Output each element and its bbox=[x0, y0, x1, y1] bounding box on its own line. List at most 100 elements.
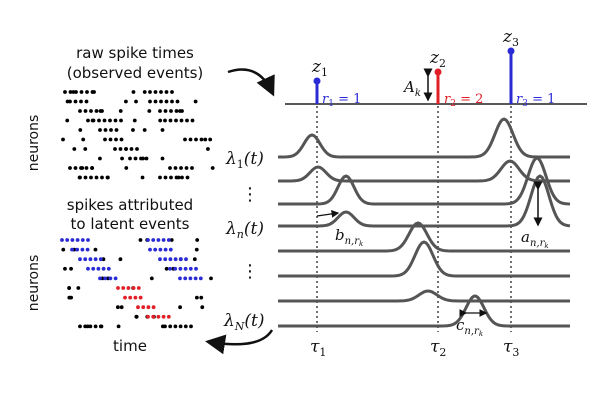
spike-dot bbox=[173, 257, 178, 262]
spike-dot bbox=[169, 175, 173, 180]
curved-arrow-to-model bbox=[227, 68, 275, 97]
svg-text:τ2: τ2 bbox=[430, 337, 446, 359]
spike-dot bbox=[168, 247, 173, 252]
rate-curve-2 bbox=[278, 159, 570, 183]
spike-dot bbox=[175, 99, 180, 104]
spike-dot bbox=[120, 156, 124, 161]
curved-arrow-to-attribution bbox=[205, 329, 274, 355]
spike-dot bbox=[156, 314, 161, 319]
r1-base: r bbox=[322, 92, 329, 107]
spike-dot bbox=[116, 286, 120, 290]
spike-dot bbox=[174, 109, 179, 113]
spike-dot bbox=[179, 166, 183, 170]
spike-dot bbox=[163, 175, 168, 180]
spike-dot bbox=[133, 295, 138, 300]
spike-dot bbox=[116, 324, 121, 329]
width-label-base: c bbox=[456, 316, 465, 334]
spike-dot bbox=[76, 286, 81, 290]
spike-dot bbox=[144, 156, 149, 161]
spike-dot bbox=[83, 175, 88, 180]
spike-dot bbox=[163, 324, 167, 329]
rate-label-1-sub: 1 bbox=[237, 158, 244, 171]
spike-dot bbox=[163, 247, 168, 252]
spike-dot bbox=[118, 109, 123, 113]
spike-dot bbox=[168, 324, 173, 329]
spike-dot bbox=[139, 156, 143, 161]
spike-dot bbox=[93, 257, 98, 262]
tau1-base: τ bbox=[310, 337, 320, 357]
spike-dot bbox=[133, 156, 138, 161]
spike-dot bbox=[156, 238, 161, 242]
z3-base: z bbox=[502, 27, 513, 47]
spike-dot bbox=[185, 175, 190, 180]
spike-dot bbox=[91, 266, 96, 271]
spike-dot bbox=[132, 118, 137, 123]
spike-dot bbox=[73, 99, 78, 104]
spike-dot bbox=[86, 266, 90, 271]
spike-dot bbox=[141, 305, 146, 310]
spike-dot bbox=[83, 257, 88, 262]
rate-label-1-arg: (t) bbox=[244, 149, 264, 169]
gain-label-subsub: k bbox=[544, 242, 548, 250]
rate-label-n-sub: n bbox=[237, 228, 244, 241]
spike-dot bbox=[163, 109, 168, 113]
spike-dot bbox=[188, 266, 193, 271]
spike-dot bbox=[98, 324, 103, 329]
spike-dot bbox=[178, 257, 183, 262]
spike-dot bbox=[151, 305, 156, 310]
spike-dot bbox=[81, 137, 86, 142]
spike-dot bbox=[84, 99, 89, 104]
spike-dot bbox=[161, 314, 166, 319]
r1-sub: 1 bbox=[328, 99, 334, 109]
r3-base: r bbox=[516, 92, 523, 107]
svg-text:λN(t): λN(t) bbox=[223, 311, 265, 333]
spike-dot bbox=[158, 109, 162, 113]
attributed-raster-title-line1: spikes attributed bbox=[67, 196, 193, 214]
svg-text:z1: z1 bbox=[311, 57, 328, 79]
z1-sub: 1 bbox=[321, 66, 328, 79]
vdots-upper: ⋮ bbox=[241, 184, 259, 205]
rate-curve-8 bbox=[278, 294, 570, 328]
z2-base: z bbox=[429, 48, 440, 68]
spike-dot bbox=[121, 286, 126, 290]
spike-dot bbox=[65, 118, 70, 123]
spike-dot bbox=[192, 257, 197, 262]
spike-dot bbox=[113, 118, 118, 123]
spike-dot bbox=[68, 99, 72, 104]
svg-text:λ1(t): λ1(t) bbox=[225, 149, 264, 171]
latent-event-z3: z3 r3 = 1 bbox=[502, 27, 555, 109]
spike-dot bbox=[158, 175, 162, 180]
spike-dot bbox=[194, 247, 199, 252]
rate-label-n-base: λ bbox=[225, 219, 237, 239]
spike-dot bbox=[69, 266, 73, 271]
spike-dot bbox=[142, 90, 147, 94]
spike-dot bbox=[128, 295, 133, 300]
spike-dot bbox=[109, 128, 113, 132]
svg-text:r1 = 1: r1 = 1 bbox=[322, 92, 361, 109]
rate-curves bbox=[277, 117, 571, 328]
svg-text:Ak: Ak bbox=[402, 78, 421, 99]
attributed-raster-xlabel: time bbox=[113, 337, 147, 355]
svg-text:cn,rk: cn,rk bbox=[456, 316, 483, 338]
spike-dot bbox=[103, 276, 108, 281]
spike-dot bbox=[88, 257, 93, 262]
spike-dot bbox=[85, 90, 89, 94]
spike-dot bbox=[67, 295, 72, 300]
spike-dot bbox=[83, 324, 88, 329]
spike-dot bbox=[97, 118, 101, 123]
spike-dot bbox=[119, 118, 123, 123]
spike-dot bbox=[208, 137, 213, 142]
spike-dot bbox=[183, 137, 187, 142]
spike-dot bbox=[114, 137, 118, 142]
svg-text:r3 = 1: r3 = 1 bbox=[516, 92, 555, 109]
spike-dot bbox=[158, 257, 162, 262]
r1-eq: = 1 bbox=[334, 92, 361, 107]
spike-dot bbox=[135, 147, 139, 151]
spike-dot bbox=[101, 266, 106, 271]
spike-dot bbox=[161, 238, 166, 242]
spike-dot bbox=[158, 118, 163, 123]
spike-dot bbox=[75, 247, 80, 252]
spike-dot bbox=[168, 266, 172, 271]
spike-dot bbox=[78, 109, 82, 113]
spike-dot bbox=[68, 166, 72, 170]
